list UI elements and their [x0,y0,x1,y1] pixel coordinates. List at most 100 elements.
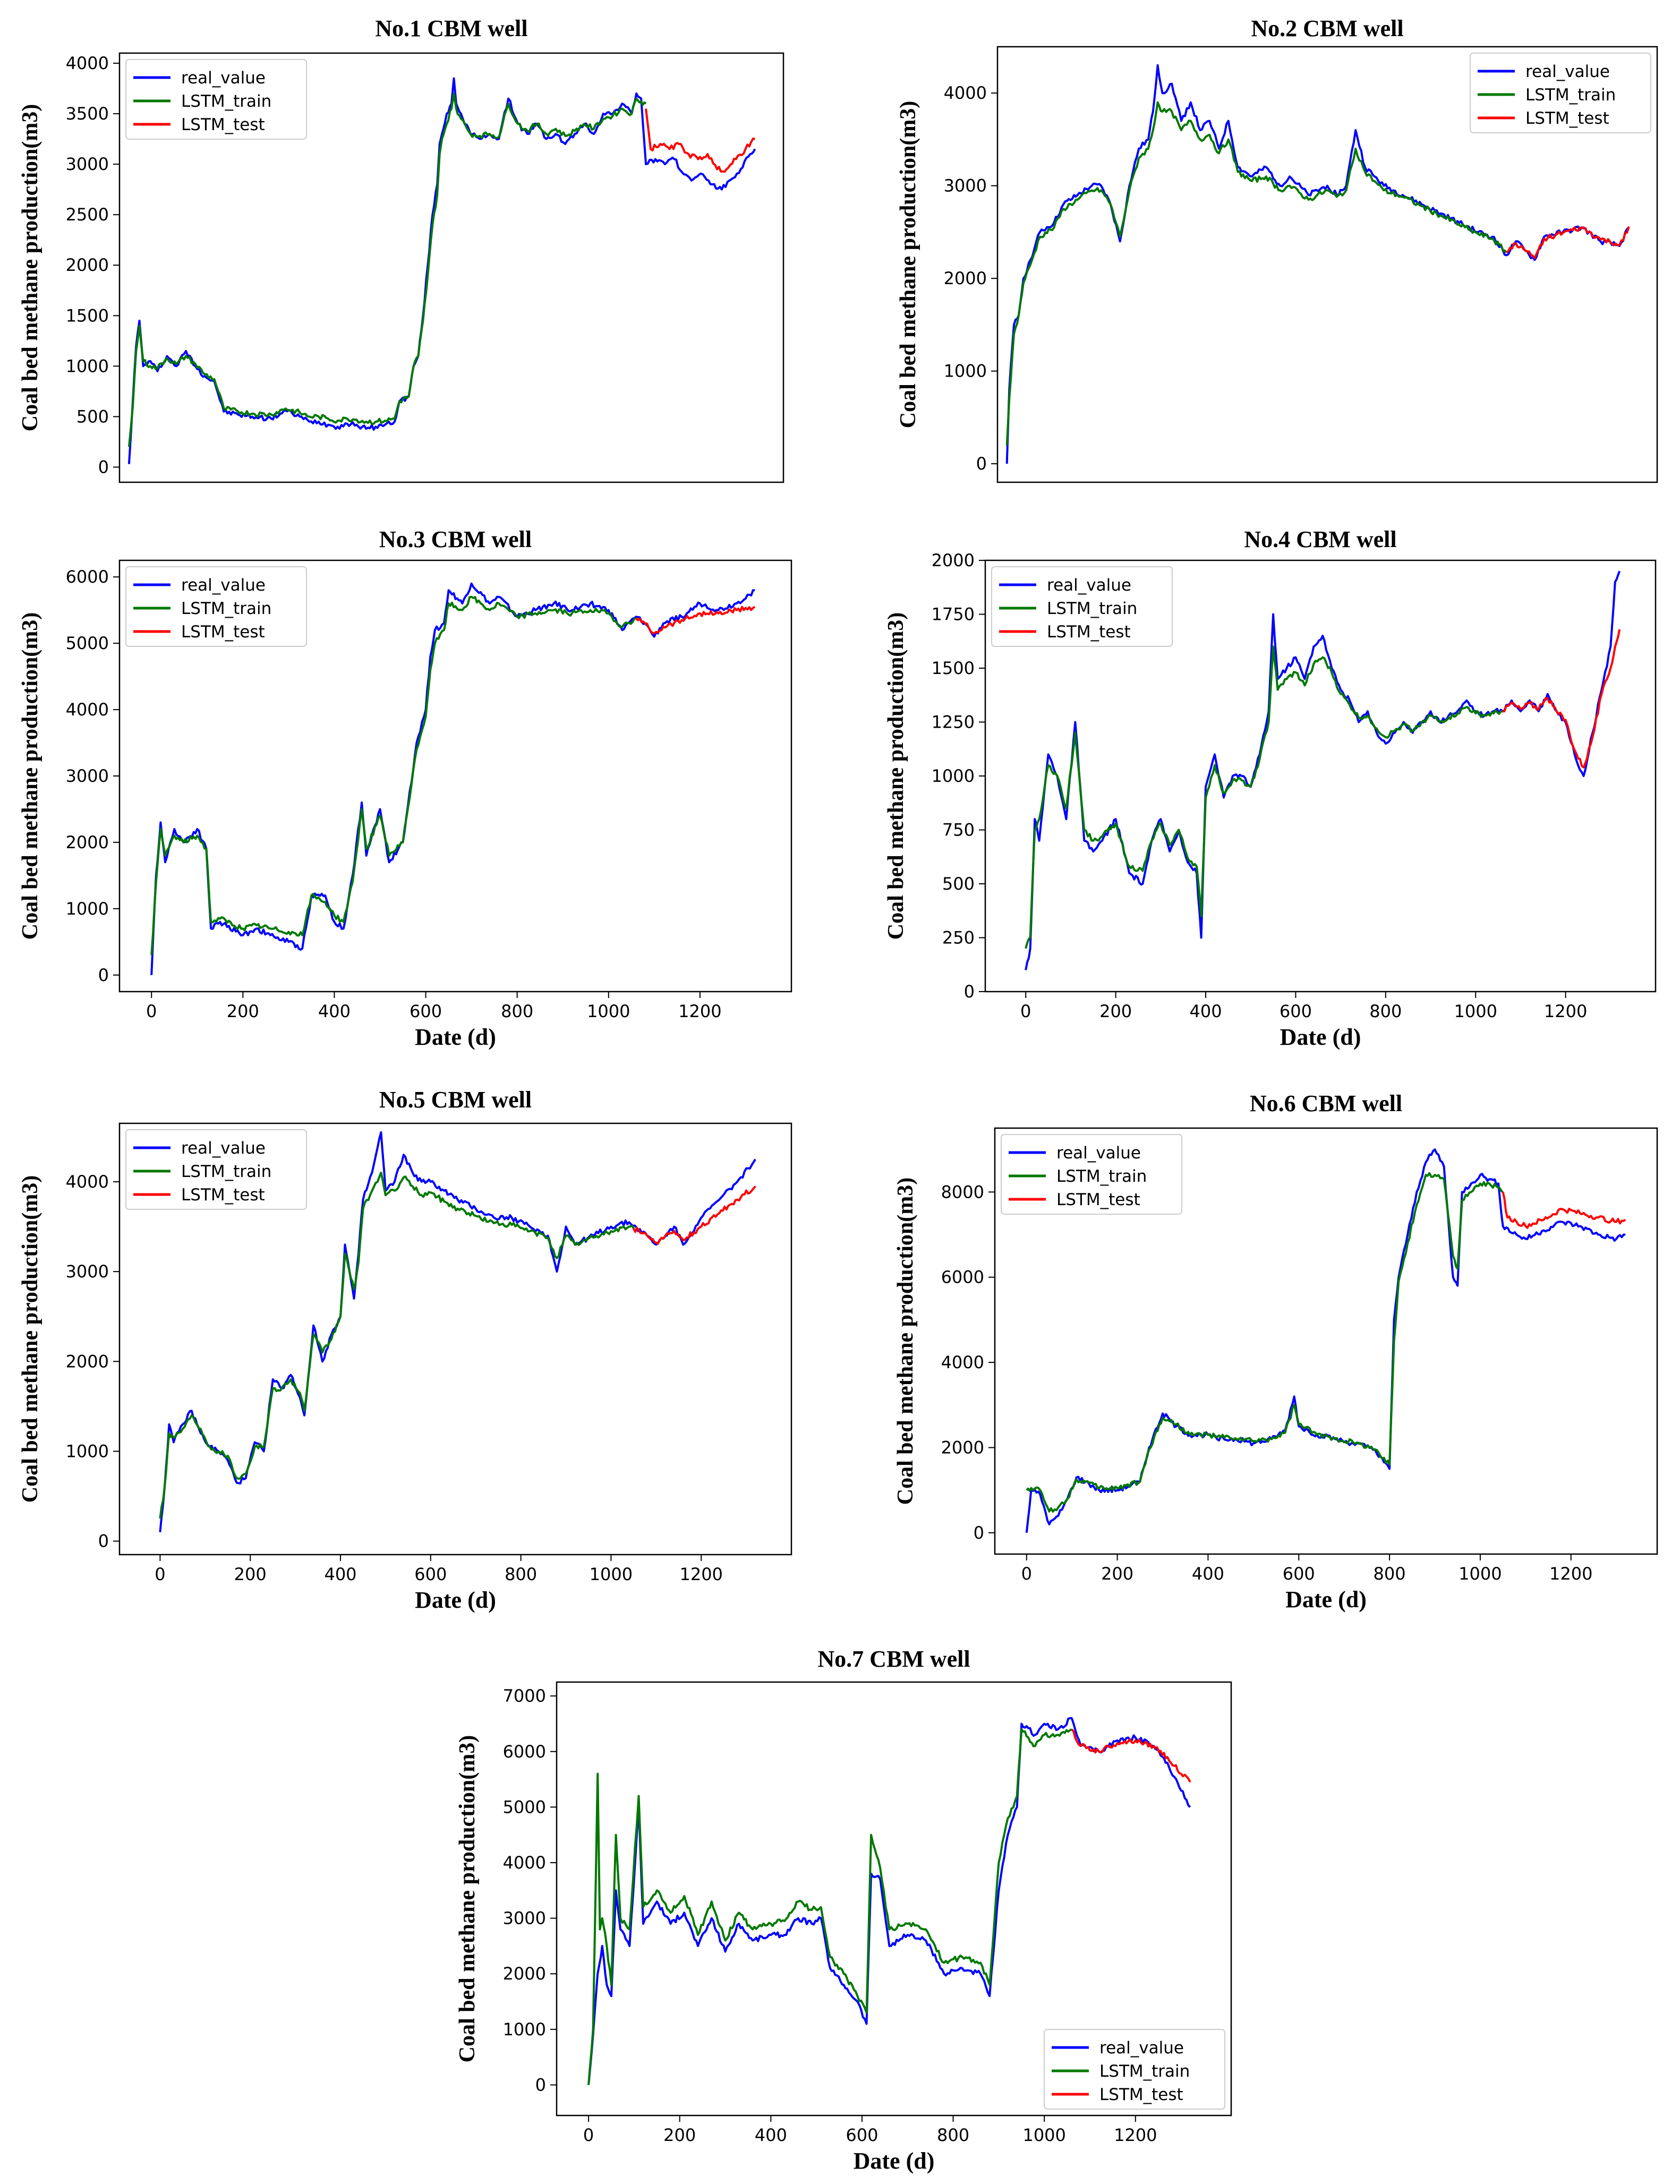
x-tick-label: 600 [1283,1564,1315,1584]
series-line-real-value [1025,1148,1626,1533]
series-line-lstm-train [1025,645,1503,949]
x-tick-label: 600 [1280,1001,1312,1021]
x-tick-label: 0 [155,1564,165,1584]
legend-box [1044,2029,1225,2110]
axes-frame [118,1122,792,1556]
series-line-lstm-test [1071,1728,1191,1783]
y-tick-label: 4000 [941,1352,984,1372]
x-tick-label: 0 [1020,1001,1031,1021]
x-axis-label: Date (d) [854,2148,935,2174]
y-tick-label: 3000 [66,766,109,786]
legend: real_value LSTM_train LSTM_test [1044,2029,1225,2110]
legend-label: LSTM_train [181,92,271,111]
series-line-lstm-test [1502,1191,1626,1229]
x-tick-label: 1200 [679,1564,722,1584]
axes-frame [994,1127,1658,1555]
y-axis-label: Coal bed methane production(m3) [896,101,920,428]
x-tick-label: 200 [234,1564,267,1584]
series-line-lstm-test [635,605,756,635]
y-tick-label: 0 [976,454,987,474]
y-tick-label: 250 [942,928,975,948]
y-tick-label: 1000 [503,2019,546,2040]
series-line-lstm-train [150,595,637,956]
x-tick-label: 200 [1101,1564,1133,1584]
x-tick-label: 800 [1374,1564,1406,1584]
y-tick-label: 7000 [503,1686,546,1706]
x-tick-label: 1000 [590,1564,633,1584]
y-tick-label: 1000 [66,356,109,376]
plot-area [127,77,756,464]
chart-title: No.7 CBM well [817,1646,970,1672]
y-tick-label: 8000 [941,1182,984,1202]
y-tick-label: 1000 [66,899,109,919]
y-axis-label: Coal bed methane production(m3) [884,612,908,940]
y-tick-label: 1750 [932,604,975,625]
x-tick-label: 600 [414,1564,447,1584]
legend-label: real_value [1047,576,1131,595]
legend-box [1001,1134,1182,1215]
y-tick-label: 3000 [66,1261,109,1282]
legend-box [991,566,1173,647]
series-line-lstm-train [159,1172,635,1519]
legend-label: LSTM_test [181,115,265,134]
chart-well7: No.7 CBM well Coal bed methane production… [455,1646,1232,2174]
x-tick-label: 400 [318,1001,351,1021]
chart-well2: No.2 CBM well Coal bed methane production… [896,15,1658,483]
x-tick-label: 200 [1099,1001,1132,1021]
series-line-lstm-train [587,1728,1072,2085]
series-line-lstm-test [633,1185,756,1245]
x-tick-label: 800 [501,1001,533,1021]
y-tick-label: 4000 [66,1172,109,1192]
plot-area [587,1717,1191,2085]
x-tick-label: 1200 [1549,1564,1592,1584]
legend: real_value LSTM_train LSTM_test [125,566,307,647]
plot-area [150,582,756,975]
y-tick-label: 1500 [932,658,975,678]
x-tick-label: 600 [410,1001,442,1021]
y-tick-label: 5000 [66,633,109,653]
chart-well5: No.5 CBM well Coal bed methane production… [18,1087,792,1613]
x-axis-label: Date (d) [1280,1024,1361,1050]
y-tick-label: 6000 [941,1267,984,1287]
y-tick-label: 1000 [932,766,975,786]
y-tick-label: 4000 [66,53,109,73]
legend: real_value LSTM_train LSTM_test [1470,53,1651,133]
legend-label: LSTM_train [1525,86,1616,105]
series-line-lstm-test [1502,629,1621,769]
legend-box [1470,53,1651,133]
chart-well6: No.6 CBM well Coal bed methane production… [893,1090,1658,1613]
y-tick-label: 0 [964,982,975,1002]
y-tick-label: 2000 [66,255,109,275]
legend-label: real_value [181,1139,266,1158]
y-tick-label: 1500 [66,305,109,326]
y-tick-label: 2500 [66,204,109,225]
legend-label: LSTM_train [1047,599,1137,618]
y-tick-label: 3000 [503,1908,546,1929]
x-tick-label: 400 [1192,1564,1224,1584]
x-tick-label: 1000 [1454,1001,1497,1021]
y-tick-label: 2000 [66,1351,109,1371]
chart-well1: No.1 CBM well Coal bed methane production… [18,15,784,483]
axes-frame [118,559,792,993]
y-tick-label: 0 [974,1523,984,1543]
legend-label: LSTM_test [181,622,265,642]
y-axis-label: Coal bed methane production(m3) [455,1735,480,2062]
x-tick-label: 0 [146,1001,157,1021]
series-line-lstm-test [1505,226,1630,259]
chart-title: No.2 CBM well [1251,15,1403,41]
legend-label: LSTM_train [181,599,271,618]
y-tick-label: 2000 [66,832,109,852]
y-tick-label: 2000 [932,550,975,570]
legend-label: real_value [1099,2038,1184,2058]
y-tick-label: 2000 [944,268,987,288]
legend-label: real_value [181,69,266,88]
y-tick-label: 1000 [944,361,987,381]
legend: real_value LSTM_train LSTM_test [991,566,1173,647]
legend: real_value LSTM_train LSTM_test [1001,1134,1182,1215]
y-tick-label: 1000 [66,1441,109,1461]
legend-label: real_value [181,576,266,595]
y-tick-label: 4000 [66,699,109,720]
y-tick-label: 4000 [944,83,987,103]
x-tick-label: 0 [1021,1564,1032,1584]
